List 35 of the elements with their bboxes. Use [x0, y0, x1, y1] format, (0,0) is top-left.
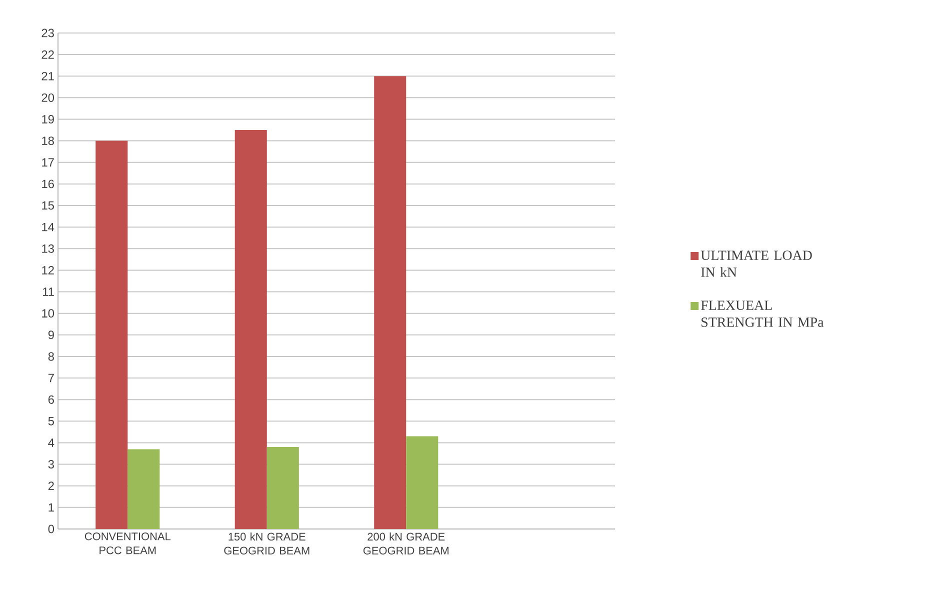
y-tick-label: 22 — [42, 50, 54, 59]
x-tick-label: 200 kN GRADE GEOGRID BEAM — [363, 532, 448, 554]
x-tick-label: 150 kN GRADE GEOGRID BEAM — [224, 532, 310, 554]
bar — [96, 140, 128, 529]
bar — [266, 447, 299, 529]
y-tick-label: 9 — [48, 330, 54, 340]
y-tick-label: 1 — [48, 503, 54, 512]
y-tick-label: 15 — [42, 201, 54, 210]
y-tick-label: 6 — [48, 395, 54, 404]
bar — [234, 130, 267, 529]
bar — [374, 76, 406, 529]
legend-label: ULTIMATE LOAD IN kN — [700, 250, 812, 277]
y-tick-label: 12 — [42, 266, 54, 274]
y-tick-label: 20 — [42, 93, 54, 102]
bar — [128, 449, 160, 529]
y-tick-label: 19 — [42, 115, 54, 124]
y-tick-label: 18 — [42, 136, 54, 146]
y-tick-label: 3 — [48, 460, 54, 469]
y-tick-label: 0 — [48, 524, 54, 534]
bar — [406, 436, 438, 529]
y-tick-label: 11 — [42, 288, 54, 296]
y-tick-label: 8 — [48, 352, 54, 361]
y-tick-label: 4 — [48, 438, 54, 447]
y-tick-label: 13 — [42, 244, 54, 253]
y-tick-label: 5 — [48, 416, 54, 426]
x-tick-label: CONVENTIONAL PCC BEAM — [84, 532, 171, 554]
y-tick-label: 17 — [42, 158, 54, 166]
y-tick-label: 10 — [42, 309, 54, 318]
y-tick-label: 14 — [42, 222, 54, 232]
legend-label: FLEXUEAL STRENGTH IN MPa — [701, 300, 824, 327]
y-tick-label: 16 — [42, 180, 54, 188]
y-tick-label: 23 — [42, 28, 54, 38]
y-tick-label: 7 — [48, 374, 54, 382]
y-tick-label: 2 — [48, 482, 54, 490]
y-tick-label: 21 — [42, 72, 54, 80]
